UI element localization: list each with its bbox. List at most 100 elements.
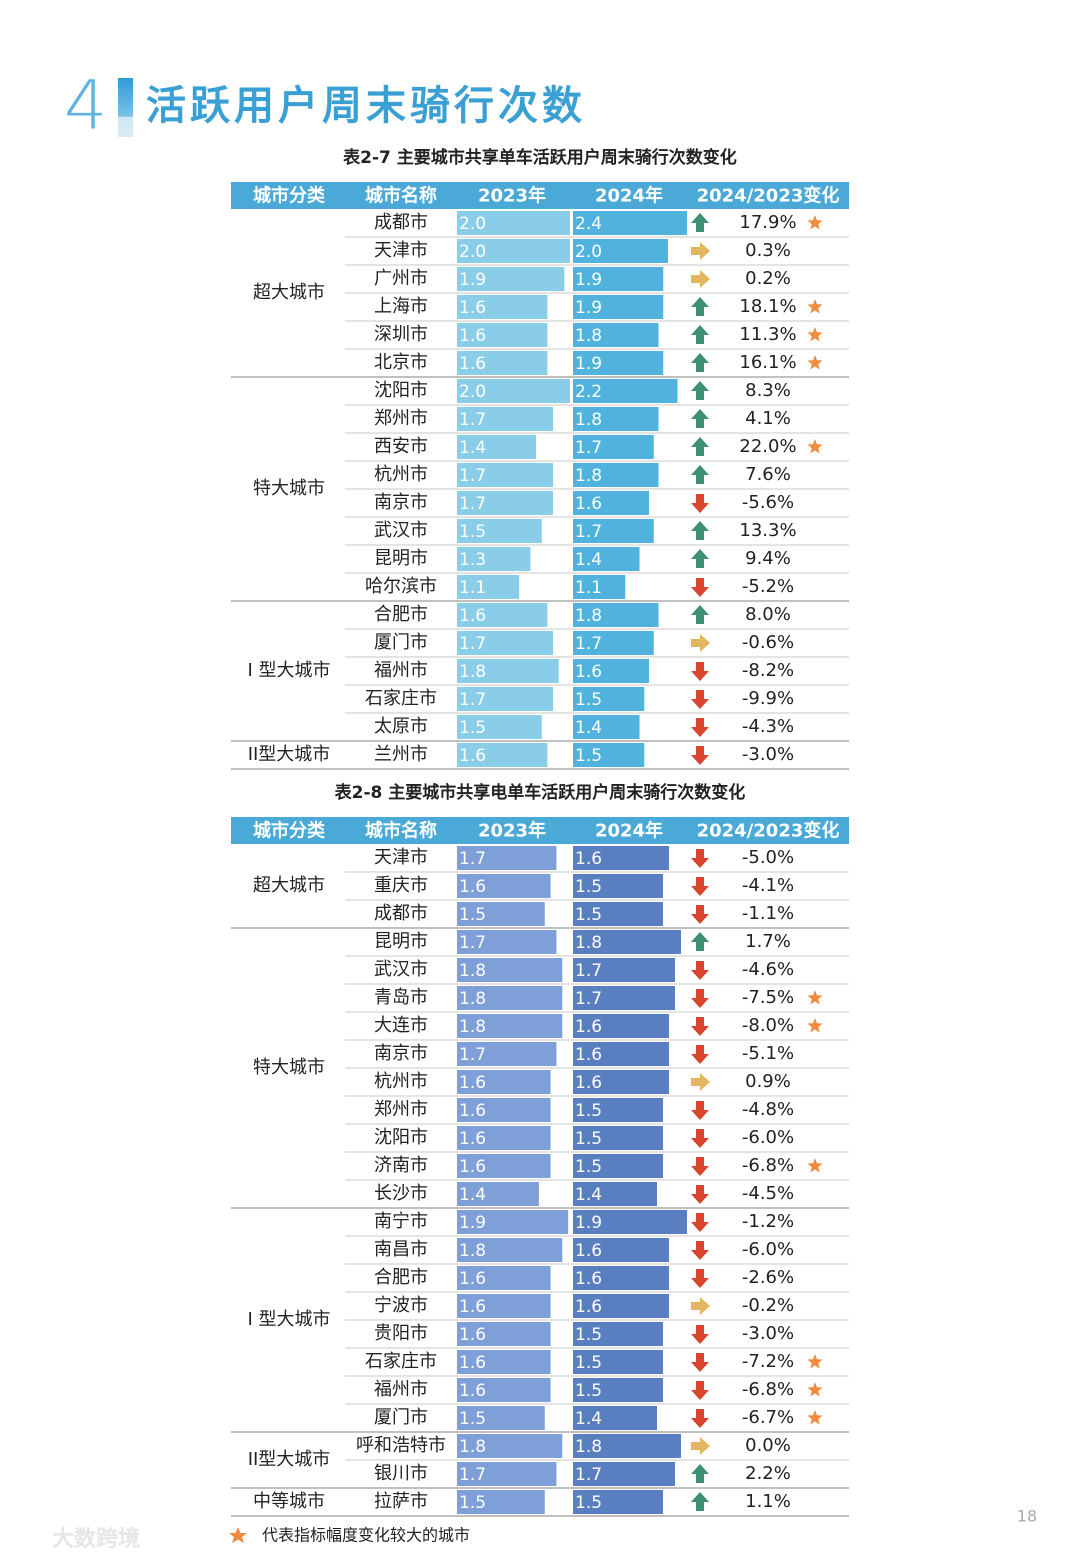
star — [807, 439, 823, 454]
city-name: 贵阳市 — [374, 1323, 428, 1344]
star — [807, 355, 823, 370]
city-name: 厦门市 — [374, 1407, 428, 1428]
bar-value: 1.5 — [575, 905, 602, 925]
bar-value: 1.7 — [459, 690, 486, 710]
bar-value: 1.6 — [575, 662, 602, 682]
city-name: 南宁市 — [374, 1211, 428, 1232]
bar-2023 — [457, 491, 554, 515]
change: -4.1% — [742, 875, 794, 896]
trend-arrow — [691, 1492, 709, 1511]
change: -7.2% — [742, 1351, 794, 1372]
bar-value: 1.4 — [459, 438, 486, 458]
bar-2024 — [573, 631, 654, 655]
city-name: 合肥市 — [374, 604, 428, 625]
bar-2024 — [573, 958, 675, 982]
bar-value: 1.5 — [575, 1381, 602, 1401]
bar-value: 1.7 — [459, 466, 486, 486]
bar-2023 — [457, 1126, 551, 1150]
bar-value: 1.5 — [575, 1157, 602, 1177]
bar-value: 1.7 — [575, 522, 602, 542]
bar-value: 2.4 — [575, 214, 602, 234]
bar-2024 — [573, 239, 668, 263]
bar-2024 — [573, 1126, 663, 1150]
bar-2024 — [573, 986, 675, 1010]
bar-2024 — [573, 519, 654, 543]
change: -8.0% — [742, 1015, 794, 1036]
city-name: 沈阳市 — [374, 1127, 428, 1148]
bar-2024 — [573, 1322, 663, 1346]
bar-value: 1.5 — [575, 690, 602, 710]
change: -5.2% — [742, 576, 794, 597]
city-category: 超大城市 — [253, 282, 325, 303]
trend-arrow — [691, 1017, 709, 1036]
bar-2023 — [457, 575, 520, 599]
change: -4.5% — [742, 1183, 794, 1204]
bar-value: 2.0 — [459, 214, 486, 234]
bar-value: 1.3 — [459, 550, 486, 570]
trend-arrow — [691, 662, 709, 681]
city-name: 银川市 — [374, 1463, 428, 1484]
bar-value: 1.5 — [575, 1129, 602, 1149]
bar-value: 1.8 — [459, 1241, 486, 1261]
trend-arrow — [691, 494, 709, 513]
bar-value: 1.5 — [575, 1325, 602, 1345]
bar-2024 — [573, 351, 664, 375]
bar-2023 — [457, 603, 548, 627]
bar-2023 — [457, 379, 570, 403]
bar-2023 — [457, 1322, 551, 1346]
change: 0.9% — [745, 1071, 791, 1092]
table-title: 表2-8 主要城市共享电单车活跃用户周末骑行次数变化 — [335, 782, 746, 803]
change: -5.6% — [742, 492, 794, 513]
star — [807, 1410, 823, 1425]
bar-value: 1.1 — [459, 578, 486, 598]
city-name: 郑州市 — [374, 408, 428, 429]
bar-value: 1.7 — [459, 933, 486, 953]
bar-2024 — [573, 575, 626, 599]
city-name: 武汉市 — [374, 959, 428, 980]
bar-2023 — [457, 631, 554, 655]
city-name: 青岛市 — [374, 987, 428, 1008]
bar-value: 1.7 — [459, 1045, 486, 1065]
section-number: 4 — [64, 67, 107, 146]
city-name: 合肥市 — [374, 1267, 428, 1288]
bar-value: 1.6 — [459, 1157, 486, 1177]
column-header: 2023年 — [478, 185, 546, 207]
city-name: 拉萨市 — [374, 1491, 428, 1512]
city-name: 厦门市 — [374, 632, 428, 653]
change: -4.6% — [742, 959, 794, 980]
column-header: 2023年 — [478, 820, 546, 842]
bar-2023 — [457, 1434, 563, 1458]
bar-value: 1.6 — [459, 1353, 486, 1373]
bar-value: 1.6 — [459, 1101, 486, 1121]
trend-arrow — [691, 213, 709, 232]
city-name: 成都市 — [374, 212, 428, 233]
trend-arrow — [691, 521, 709, 540]
table-header — [231, 817, 849, 844]
bar-value: 1.8 — [459, 662, 486, 682]
city-category: 中等城市 — [253, 1491, 325, 1512]
bar-2024 — [573, 435, 654, 459]
change: -3.0% — [742, 744, 794, 765]
city-category: I 型大城市 — [247, 660, 330, 681]
change: 11.3% — [739, 324, 796, 345]
trend-arrow — [691, 690, 709, 709]
bar-value: 1.6 — [459, 1381, 486, 1401]
bar-value: 1.5 — [575, 1101, 602, 1121]
bar-2024 — [573, 1406, 657, 1430]
bar-value: 1.6 — [575, 1241, 602, 1261]
city-name: 上海市 — [374, 296, 428, 317]
column-header: 2024/2023变化 — [697, 820, 840, 842]
bar-value: 1.7 — [575, 989, 602, 1009]
trend-arrow — [691, 1353, 709, 1372]
city-category: 特大城市 — [253, 478, 325, 499]
bar-value: 1.8 — [459, 989, 486, 1009]
bar-value: 1.9 — [459, 270, 486, 290]
bar-2023 — [457, 1238, 563, 1262]
change: -1.2% — [742, 1211, 794, 1232]
bar-value: 1.8 — [575, 606, 602, 626]
trend-arrow — [691, 325, 709, 344]
bar-2023 — [457, 407, 554, 431]
bar-2024 — [573, 687, 645, 711]
bar-2023 — [457, 986, 563, 1010]
